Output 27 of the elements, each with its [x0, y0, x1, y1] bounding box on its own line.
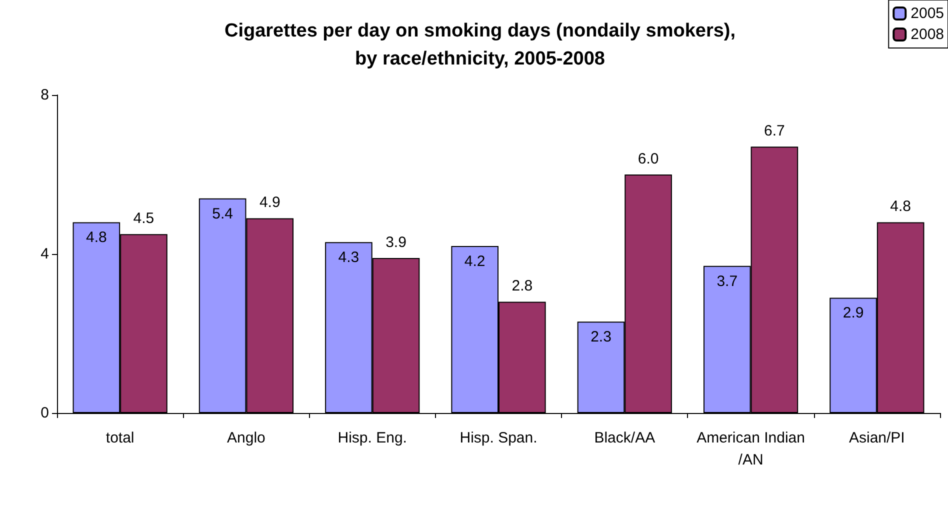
data-label: 5.4 [212, 205, 233, 222]
data-label: 4.3 [338, 249, 360, 266]
legend-label: 2008 [910, 26, 944, 43]
x-tick-label: Hisp. Eng. [338, 430, 407, 446]
y-tick-label: 0 [40, 404, 49, 422]
data-label: 2.3 [590, 328, 612, 346]
data-label: 3.9 [386, 234, 406, 251]
data-label: 6.0 [638, 150, 659, 168]
data-label: 4.5 [133, 210, 154, 228]
data-label: 2.8 [512, 278, 533, 295]
legend-label: 2005 [910, 5, 944, 22]
data-label: 2.9 [842, 304, 864, 322]
data-label: 4.8 [890, 198, 912, 216]
x-tick-label: Black/AA [594, 430, 656, 446]
data-label: 4.9 [259, 194, 280, 212]
data-label: 3.7 [716, 272, 738, 290]
y-tick-label: 8 [40, 86, 49, 104]
data-label: 4.8 [86, 229, 107, 246]
y-tick-label: 4 [40, 246, 49, 262]
x-tick-label: Asian/PI [848, 430, 905, 446]
chart-title: Cigarettes per day on smoking days (nondaily smokers), by race/ethnicity, 2005-2008 [224, 20, 736, 70]
data-label: 4.2 [464, 253, 486, 270]
x-tick-label: American Indian/AN [696, 430, 805, 468]
x-tick-label: total [106, 430, 134, 446]
data-label: 6.7 [764, 122, 785, 140]
x-tick-label: Anglo [227, 430, 266, 446]
x-tick-label: Hisp. Span. [460, 430, 538, 446]
